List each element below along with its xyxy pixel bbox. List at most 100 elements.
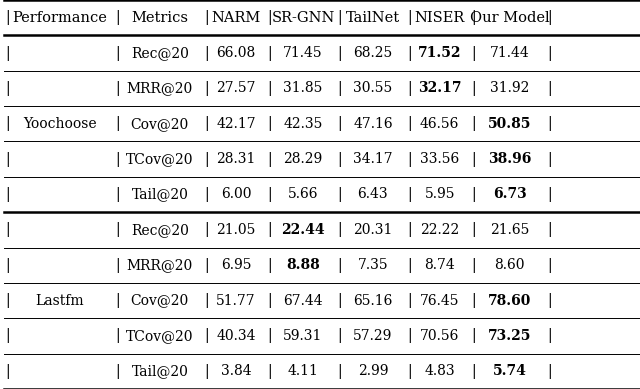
Text: |: | [337,116,342,131]
Text: |: | [204,328,209,343]
Text: |: | [204,152,209,166]
Text: |: | [268,258,272,273]
Text: |: | [268,328,272,343]
Text: 32.17: 32.17 [418,81,461,95]
Text: 76.45: 76.45 [420,294,460,308]
Text: |: | [5,328,10,343]
Text: |: | [204,258,209,273]
Text: 8.60: 8.60 [494,258,525,272]
Text: |: | [408,364,412,379]
Text: |: | [204,10,209,25]
Text: TCov@20: TCov@20 [126,152,193,166]
Text: NARM: NARM [212,11,260,25]
Text: |: | [115,10,120,25]
Text: |: | [115,364,120,379]
Text: |: | [408,328,412,343]
Text: |: | [268,116,272,131]
Text: 5.95: 5.95 [424,187,455,202]
Text: 68.25: 68.25 [353,46,392,60]
Text: |: | [408,81,412,96]
Text: |: | [547,116,552,131]
Text: |: | [268,46,272,61]
Text: 7.35: 7.35 [358,258,388,272]
Text: |: | [337,187,342,202]
Text: |: | [204,46,209,61]
Text: SR-GNN: SR-GNN [271,11,335,25]
Text: Our Model: Our Model [470,11,550,25]
Text: 8.88: 8.88 [286,258,320,272]
Text: 70.56: 70.56 [420,329,460,343]
Text: Tail@20: Tail@20 [131,364,188,378]
Text: 21.65: 21.65 [490,223,529,237]
Text: |: | [471,46,476,61]
Text: 67.44: 67.44 [283,294,323,308]
Text: |: | [268,152,272,166]
Text: |: | [547,187,552,202]
Text: 46.56: 46.56 [420,117,460,131]
Text: |: | [268,223,272,237]
Text: |: | [408,152,412,166]
Text: 33.56: 33.56 [420,152,460,166]
Text: |: | [547,364,552,379]
Text: |: | [268,364,272,379]
Text: Rec@20: Rec@20 [131,223,189,237]
Text: |: | [547,152,552,166]
Text: |: | [268,10,272,25]
Text: 8.74: 8.74 [424,258,455,272]
Text: |: | [204,364,209,379]
Text: |: | [547,328,552,343]
Text: 71.44: 71.44 [490,46,529,60]
Text: |: | [115,293,120,308]
Text: |: | [5,258,10,273]
Text: |: | [5,152,10,166]
Text: 31.92: 31.92 [490,81,529,95]
Text: |: | [471,364,476,379]
Text: 28.31: 28.31 [216,152,256,166]
Text: TCov@20: TCov@20 [126,329,193,343]
Text: |: | [204,293,209,308]
Text: 78.60: 78.60 [488,294,531,308]
Text: 65.16: 65.16 [353,294,392,308]
Text: |: | [547,46,552,61]
Text: 21.05: 21.05 [216,223,256,237]
Text: |: | [471,293,476,308]
Text: 27.57: 27.57 [216,81,256,95]
Text: |: | [115,116,120,131]
Text: |: | [337,10,342,25]
Text: 22.22: 22.22 [420,223,460,237]
Text: |: | [337,328,342,343]
Text: |: | [115,223,120,237]
Text: |: | [268,187,272,202]
Text: 4.83: 4.83 [424,364,455,378]
Text: |: | [337,152,342,166]
Text: |: | [337,293,342,308]
Text: |: | [5,223,10,237]
Text: |: | [337,258,342,273]
Text: |: | [115,152,120,166]
Text: Cov@20: Cov@20 [131,294,189,308]
Text: |: | [547,293,552,308]
Text: MRR@20: MRR@20 [127,258,193,272]
Text: |: | [337,46,342,61]
Text: |: | [5,364,10,379]
Text: 42.35: 42.35 [284,117,323,131]
Text: |: | [471,328,476,343]
Text: |: | [471,258,476,273]
Text: |: | [547,223,552,237]
Text: 6.43: 6.43 [358,187,388,202]
Text: |: | [408,293,412,308]
Text: |: | [471,187,476,202]
Text: |: | [5,116,10,131]
Text: |: | [337,364,342,379]
Text: |: | [5,187,10,202]
Text: TailNet: TailNet [346,11,400,25]
Text: Cov@20: Cov@20 [131,117,189,131]
Text: MRR@20: MRR@20 [127,81,193,95]
Text: 57.29: 57.29 [353,329,392,343]
Text: |: | [268,293,272,308]
Text: 51.77: 51.77 [216,294,256,308]
Text: 30.55: 30.55 [353,81,392,95]
Text: |: | [471,116,476,131]
Text: Lastfm: Lastfm [35,294,84,308]
Text: 2.99: 2.99 [358,364,388,378]
